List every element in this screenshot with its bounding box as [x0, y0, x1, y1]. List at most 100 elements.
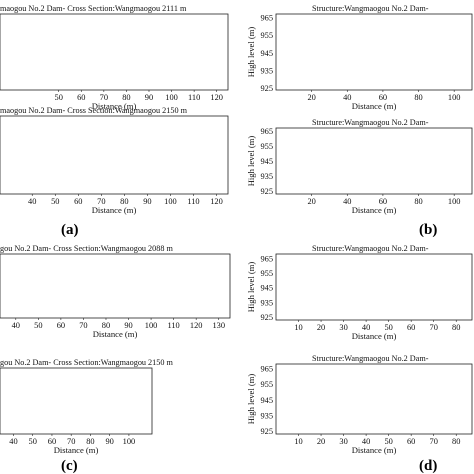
y-tick-label: 955: [260, 380, 273, 389]
x-tick-label: 30: [339, 323, 347, 332]
x-tick-label: 40: [9, 437, 17, 446]
x-tick-label: 70: [79, 321, 87, 330]
x-tick-label: 100: [448, 197, 461, 206]
plot-frame: [0, 367, 153, 435]
x-tick-label: 110: [188, 93, 200, 102]
x-axis-label: Distance (m): [93, 329, 138, 339]
x-tick-label: 120: [210, 93, 223, 102]
y-tick-label: 965: [260, 365, 273, 374]
x-tick-label: 80: [120, 197, 128, 206]
y-tick-label: 945: [260, 284, 273, 293]
panel-a2: 40 50 60 70 80 90 100 110 120 Distance (m) maogou …: [0, 106, 229, 215]
x-tick-label: 10: [294, 323, 302, 332]
panel-label-c: (c): [61, 458, 78, 474]
plot-frame: [275, 13, 473, 91]
y-tick-label: 935: [260, 298, 273, 307]
x-tick-label: 90: [143, 197, 151, 206]
x-tick-label: 50: [55, 93, 63, 102]
y-tick-label: 955: [260, 142, 273, 151]
y-tick-label: 965: [260, 254, 273, 263]
x-tick-label: 130: [212, 321, 225, 330]
panel-label-d: (d): [419, 458, 437, 474]
x-tick-label: 120: [210, 197, 223, 206]
x-tick-label: 50: [29, 437, 37, 446]
x-tick-label: 20: [307, 197, 315, 206]
plot-frame: [275, 127, 473, 195]
x-tick-label: 80: [122, 93, 130, 102]
plot-frame: [0, 253, 231, 319]
panel-c2: 40 50 60 70 80 90 100 Distance (m) gou No.2 Dam-…: [0, 358, 173, 455]
panel-title: Structure:Wangmaogou No.2 Dam-: [312, 244, 429, 253]
y-tick-label: 955: [260, 31, 273, 40]
y-axis-label: High level (m): [246, 27, 256, 78]
y-tick-label: 925: [260, 313, 273, 322]
y-tick-label: 935: [260, 411, 273, 420]
x-tick-label: 30: [339, 437, 347, 446]
y-tick-label: 945: [260, 157, 273, 166]
x-tick-label: 60: [407, 437, 415, 446]
x-tick-label: 100: [145, 321, 158, 330]
panel-b1: 20 40 60 80 100 925 935 945 955 965 Distance (m) Hi…: [246, 4, 473, 111]
panel-title: gou No.2 Dam- Cross Section:Wangmaogou 2…: [0, 358, 173, 367]
x-axis-label: Distance (m): [92, 101, 137, 111]
x-tick-label: 110: [187, 197, 199, 206]
x-tick-label: 60: [77, 93, 85, 102]
x-tick-label: 50: [384, 323, 392, 332]
x-tick-label: 100: [165, 93, 178, 102]
panel-label-b: (b): [419, 222, 437, 238]
x-tick-label: 20: [317, 437, 325, 446]
x-tick-label: 120: [190, 321, 203, 330]
panel-d2: 10 20 30 40 50 60 70 80 925 935 945 955 965 Distance …: [246, 354, 473, 455]
y-tick-label: 925: [260, 84, 273, 93]
x-tick-label: 40: [343, 197, 351, 206]
x-tick-label: 90: [145, 93, 153, 102]
x-tick-label: 10: [294, 437, 302, 446]
x-tick-label: 70: [100, 93, 108, 102]
x-tick-label: 40: [12, 321, 20, 330]
x-axis-label: Distance (m): [54, 445, 99, 455]
plot-frame: [275, 363, 473, 435]
y-tick-label: 955: [260, 269, 273, 278]
x-axis-label: Distance (m): [352, 205, 397, 215]
x-tick-label: 50: [51, 197, 59, 206]
panel-title: Structure:Wangmaogou No.2 Dam-: [312, 354, 429, 363]
x-tick-label: 70: [430, 323, 438, 332]
x-tick-label: 80: [414, 197, 422, 206]
x-tick-label: 20: [307, 93, 315, 102]
panel-title: maogou No.2 Dam- Cross Section:Wangmaogo…: [0, 106, 188, 115]
plot-frame: [0, 115, 229, 195]
x-tick-label: 60: [407, 323, 415, 332]
panel-title: Structure:Wangmaogou No.2 Dam-: [312, 4, 429, 13]
y-tick-label: 925: [260, 187, 273, 196]
x-tick-label: 60: [379, 93, 387, 102]
y-tick-label: 935: [260, 172, 273, 181]
x-tick-label: 90: [105, 437, 113, 446]
y-tick-label: 935: [260, 67, 273, 76]
y-axis-label: High level (m): [246, 262, 256, 313]
panel-c1: 40 50 60 70 80 90 100 110 120 130 Distance (m) gou …: [0, 244, 231, 339]
x-tick-label: 40: [343, 93, 351, 102]
plot-frame: [0, 13, 229, 91]
panel-b2: 20 40 60 80 100 925 935 945 955 965 Distance (m) Hi…: [246, 118, 473, 215]
panel-title: maogou No.2 Dam- Cross Section:Wangmaogo…: [0, 4, 187, 13]
x-tick-label: 80: [452, 437, 460, 446]
x-tick-label: 50: [34, 321, 42, 330]
y-axis-label: High level (m): [246, 374, 256, 425]
x-tick-label: 60: [57, 321, 65, 330]
x-tick-label: 80: [102, 321, 110, 330]
x-tick-label: 60: [379, 197, 387, 206]
panel-d1: 10 20 30 40 50 60 70 80 925 935 945 955 965 Distance …: [246, 244, 473, 341]
x-tick-label: 100: [448, 93, 461, 102]
x-tick-label: 80: [452, 323, 460, 332]
x-tick-label: 70: [430, 437, 438, 446]
panel-title: Structure:Wangmaogou No.2 Dam-: [312, 118, 429, 127]
x-axis-label: Distance (m): [92, 205, 137, 215]
panel-a1: 50 60 70 80 90 100 110 120 Distance (m) maogou No…: [0, 4, 229, 111]
x-tick-label: 80: [86, 437, 94, 446]
x-tick-label: 40: [362, 323, 370, 332]
x-tick-label: 60: [74, 197, 82, 206]
x-tick-label: 110: [167, 321, 179, 330]
y-tick-label: 965: [260, 127, 273, 136]
x-tick-label: 100: [123, 437, 136, 446]
